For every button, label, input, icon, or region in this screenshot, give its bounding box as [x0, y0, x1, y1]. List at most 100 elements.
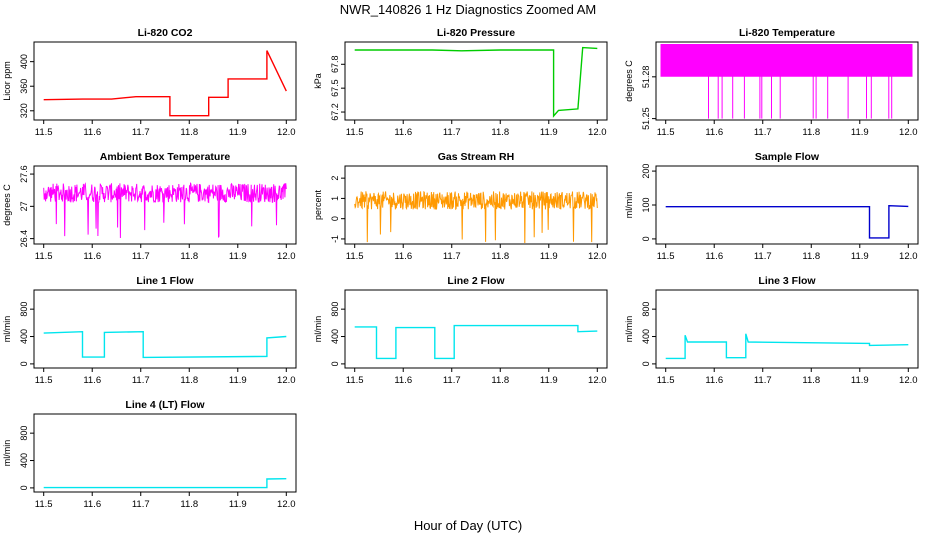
panel-9: Line 4 (LT) Flow ml/min 0 400 800 11.5 11.6 11.…	[2, 399, 297, 510]
x-tick-label: 12.0	[277, 375, 296, 386]
x-tick-label: 11.9	[540, 251, 558, 262]
x-tick-label: 12.0	[277, 127, 296, 138]
data-group	[43, 330, 287, 359]
data-group	[354, 324, 598, 360]
y-tick-label: 400	[330, 329, 340, 344]
y-tick-label: 2	[330, 176, 340, 181]
x-tick-label: 11.5	[35, 499, 53, 510]
y-axis-label: degrees C	[624, 60, 634, 102]
x-tick-label: 11.5	[657, 375, 675, 386]
x-tick-label: 12.0	[588, 251, 607, 262]
x-tick-label: 11.5	[657, 251, 675, 262]
x-tick-label: 11.8	[802, 127, 820, 138]
x-tick-label: 11.9	[851, 375, 869, 386]
y-tick-label: 67.8	[330, 56, 340, 74]
panel-title: Line 4 (LT) Flow	[125, 399, 205, 411]
data-line	[660, 44, 913, 119]
x-tick-label: 11.8	[802, 375, 820, 386]
x-tick-label: 11.6	[705, 251, 723, 262]
x-axis-label: Hour of Day (UTC)	[413, 518, 523, 533]
plot-frame	[655, 165, 919, 245]
x-tick-label: 11.5	[657, 127, 675, 138]
x-tick-label: 11.7	[443, 375, 461, 386]
x-tick-label: 11.6	[394, 251, 412, 262]
x-tick-label: 11.9	[540, 127, 558, 138]
x-tick-label: 11.9	[229, 499, 247, 510]
x-tick-label: 11.5	[35, 127, 53, 138]
data-line	[665, 204, 909, 239]
x-tick-label: 11.8	[180, 251, 198, 262]
y-tick-label: 100	[641, 197, 651, 212]
y-tick-label: -1	[330, 235, 340, 243]
plot-frame	[344, 289, 608, 369]
y-tick-label: 800	[641, 302, 651, 317]
data-line	[43, 50, 287, 117]
y-axis-label: degrees C	[2, 184, 12, 226]
data-group	[665, 333, 909, 360]
x-tick-label: 11.7	[443, 127, 461, 138]
data-line	[354, 190, 598, 243]
panel-title: Line 3 Flow	[758, 275, 816, 287]
y-tick-label: 0	[641, 361, 651, 366]
panel-title: Sample Flow	[755, 151, 820, 163]
panel-7: Line 2 Flow ml/min 0 400 800 11.5 11.6 11.7 11.8…	[313, 275, 608, 386]
plot-frame	[33, 41, 297, 121]
x-tick-label: 12.0	[277, 251, 296, 262]
x-tick-label: 11.9	[851, 127, 869, 138]
x-tick-label: 11.9	[229, 251, 247, 262]
x-tick-label: 11.7	[754, 375, 772, 386]
y-tick-label: 0	[641, 236, 651, 241]
x-tick-label: 11.6	[705, 375, 723, 386]
y-axis-label: ml/min	[2, 440, 12, 467]
y-tick-label: 800	[19, 426, 29, 441]
plot-frame	[33, 165, 297, 245]
y-tick-label: 400	[641, 329, 651, 344]
x-tick-label: 11.7	[443, 251, 461, 262]
x-tick-label: 12.0	[899, 127, 918, 138]
x-tick-label: 11.5	[35, 375, 53, 386]
plot-frame	[33, 289, 297, 369]
x-tick-label: 11.8	[491, 375, 509, 386]
plot-frame	[344, 41, 608, 121]
x-tick-label: 11.8	[180, 127, 198, 138]
panel-6: Line 1 Flow ml/min 0 400 800 11.5 11.6 11.7 11.8…	[2, 275, 297, 386]
x-tick-label: 11.6	[394, 375, 412, 386]
y-tick-label: 360	[19, 79, 29, 94]
x-tick-label: 11.7	[754, 127, 772, 138]
x-tick-label: 11.9	[851, 251, 869, 262]
data-line	[43, 330, 287, 359]
data-group	[43, 478, 287, 489]
plot-frame	[655, 41, 919, 121]
y-axis-label: Licor ppm	[2, 61, 12, 101]
panel-2: Li-820 Temperature degrees C 51.25 51.28 11.…	[624, 27, 919, 138]
y-tick-label: 400	[19, 329, 29, 344]
x-tick-label: 11.8	[491, 251, 509, 262]
y-axis-label: percent	[313, 189, 323, 220]
data-group	[660, 44, 913, 119]
y-axis-label: kPa	[313, 73, 323, 89]
y-tick-label: 200	[641, 164, 651, 179]
x-tick-label: 11.7	[132, 127, 150, 138]
panel-title: Li-820 CO2	[138, 27, 193, 39]
y-tick-label: 0	[19, 361, 29, 366]
y-tick-label: 320	[19, 103, 29, 118]
plot-frame	[344, 165, 608, 245]
x-tick-label: 11.6	[83, 375, 101, 386]
panel-title: Li-820 Temperature	[739, 27, 835, 39]
data-group	[665, 204, 909, 239]
x-tick-label: 12.0	[277, 499, 296, 510]
data-line	[354, 324, 598, 360]
x-tick-label: 11.8	[491, 127, 509, 138]
x-tick-label: 11.6	[83, 499, 101, 510]
x-tick-label: 11.7	[132, 499, 150, 510]
data-line	[43, 181, 287, 239]
data-line	[665, 333, 909, 360]
panel-1: Li-820 Pressure kPa 67.2 67.5 67.8 11.5 11.6 11…	[313, 27, 608, 138]
x-tick-label: 11.6	[705, 127, 723, 138]
x-tick-label: 11.9	[229, 127, 247, 138]
x-tick-label: 11.9	[229, 375, 247, 386]
x-tick-label: 11.5	[35, 251, 53, 262]
data-line	[354, 46, 598, 118]
y-tick-label: 67.5	[330, 79, 340, 97]
x-tick-label: 11.6	[83, 127, 101, 138]
